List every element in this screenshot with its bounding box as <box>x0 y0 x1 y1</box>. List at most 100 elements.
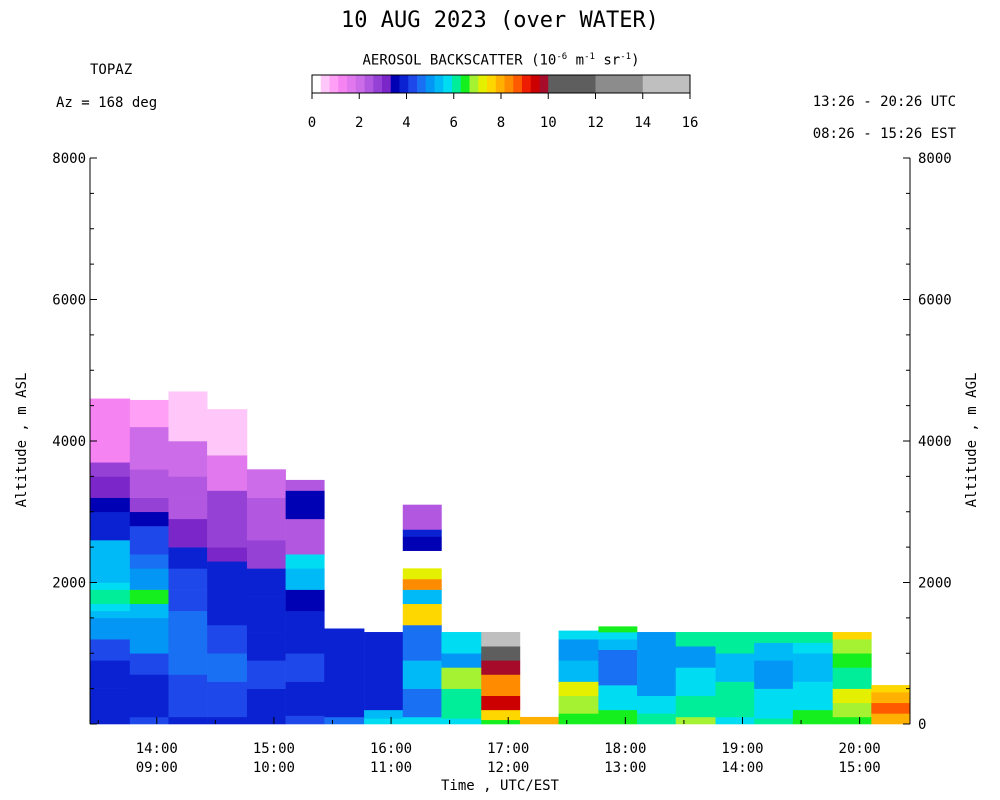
x-tick-label-est: 13:00 <box>604 760 646 776</box>
backscatter-cell <box>324 628 365 718</box>
colorbar-swatch <box>320 75 330 93</box>
colorbar: 0 2 4 6 8 10 12 14 16 <box>308 74 699 131</box>
colorbar-swatch <box>355 75 365 93</box>
y-tick-label-left: 8000 <box>52 151 86 167</box>
colorbar-title-suffix: ) <box>631 52 640 69</box>
backscatter-cell <box>129 589 169 605</box>
backscatter-cell <box>598 709 638 725</box>
backscatter-profiles <box>90 391 911 725</box>
backscatter-cell <box>285 681 325 716</box>
backscatter-cell <box>558 695 599 714</box>
backscatter-cell <box>90 540 131 583</box>
backscatter-cell <box>715 653 755 682</box>
backscatter-cell <box>558 660 599 682</box>
backscatter-cell <box>168 589 208 612</box>
backscatter-cell <box>792 632 833 643</box>
backscatter-cell <box>285 490 325 520</box>
backscatter-cell <box>558 713 599 725</box>
backscatter-cell <box>754 660 794 689</box>
backscatter-cell <box>129 674 169 718</box>
backscatter-cell <box>129 653 169 675</box>
backscatter-cell <box>402 716 442 725</box>
backscatter-cell <box>402 568 442 580</box>
backscatter-cell <box>754 632 794 643</box>
backscatter-cell <box>285 653 325 682</box>
x-tick-label-utc: 15:00 <box>253 741 295 757</box>
backscatter-cell <box>832 639 872 654</box>
backscatter-cell <box>90 639 131 661</box>
backscatter-cell <box>481 646 521 661</box>
backscatter-cell <box>207 582 248 626</box>
colorbar-title-exp1: -6 <box>556 52 568 62</box>
backscatter-cell <box>168 674 208 718</box>
x-tick-label-est: 11:00 <box>370 760 412 776</box>
backscatter-cell <box>90 610 131 619</box>
backscatter-cell <box>637 632 677 696</box>
backscatter-cell <box>441 718 482 725</box>
colorbar-tick-label: 16 <box>682 115 699 131</box>
backscatter-cell <box>832 632 872 640</box>
backscatter-cell <box>598 626 638 633</box>
backscatter-cell <box>675 667 716 696</box>
colorbar-swatch <box>390 75 400 93</box>
backscatter-cell <box>285 479 325 491</box>
backscatter-cell <box>168 476 208 498</box>
colorbar-swatch <box>408 75 418 93</box>
backscatter-cell <box>598 632 638 640</box>
colorbar-swatch <box>478 75 488 93</box>
backscatter-cell <box>675 695 716 718</box>
colorbar-swatch <box>452 75 462 93</box>
colorbar-swatch <box>487 75 497 93</box>
backscatter-cell <box>207 653 248 682</box>
backscatter-cell <box>481 632 521 647</box>
backscatter-cell <box>832 653 872 668</box>
colorbar-tick-label: 0 <box>308 115 316 131</box>
colorbar-swatch <box>469 75 479 93</box>
x-tick-label-est: 14:00 <box>721 760 763 776</box>
backscatter-cell <box>207 518 248 548</box>
backscatter-cell <box>402 578 442 590</box>
y-tick-label-right: 2000 <box>918 576 952 592</box>
x-tick-label-utc: 18:00 <box>604 741 646 757</box>
axes: 8000 6000 4000 2000 8000 6000 4000 2000 0 14:00 09… <box>52 151 951 776</box>
colorbar-swatch <box>504 75 514 93</box>
backscatter-cell <box>168 518 208 548</box>
backscatter-cell <box>168 646 208 675</box>
backscatter-cell <box>246 469 286 498</box>
backscatter-cell <box>129 469 169 498</box>
backscatter-cell <box>90 718 131 725</box>
backscatter-cell <box>168 391 208 442</box>
backscatter-cell <box>285 554 325 569</box>
backscatter-cell <box>558 681 599 696</box>
colorbar-tick-label: 4 <box>402 115 410 131</box>
backscatter-cell <box>129 511 169 527</box>
backscatter-cell <box>519 716 559 725</box>
colorbar-swatch <box>522 75 532 93</box>
colorbar-swatch <box>417 75 427 93</box>
backscatter-cell <box>285 610 325 654</box>
backscatter-cell <box>871 692 911 704</box>
backscatter-cell <box>598 639 638 651</box>
colorbar-swatch <box>460 75 470 93</box>
x-tick-label-est: 15:00 <box>839 760 881 776</box>
backscatter-cell <box>441 653 482 668</box>
backscatter-cell <box>441 667 482 689</box>
y-tick-label-right: 0 <box>918 717 926 733</box>
backscatter-cell <box>871 713 911 725</box>
backscatter-cell <box>90 603 131 612</box>
backscatter-cell <box>402 536 442 551</box>
backscatter-cell <box>637 713 677 725</box>
colorbar-swatch <box>425 75 435 93</box>
backscatter-cell <box>715 632 755 654</box>
backscatter-cell <box>364 632 404 711</box>
x-axis-label: Time , UTC/EST <box>440 778 559 794</box>
backscatter-cell <box>168 610 208 647</box>
colorbar-swatch <box>434 75 444 93</box>
x-tick-label-est: 09:00 <box>136 760 178 776</box>
backscatter-cell <box>246 540 286 569</box>
backscatter-cell <box>207 561 248 583</box>
colorbar-swatch <box>399 75 409 93</box>
backscatter-cell <box>90 476 131 498</box>
backscatter-cell <box>129 426 169 470</box>
